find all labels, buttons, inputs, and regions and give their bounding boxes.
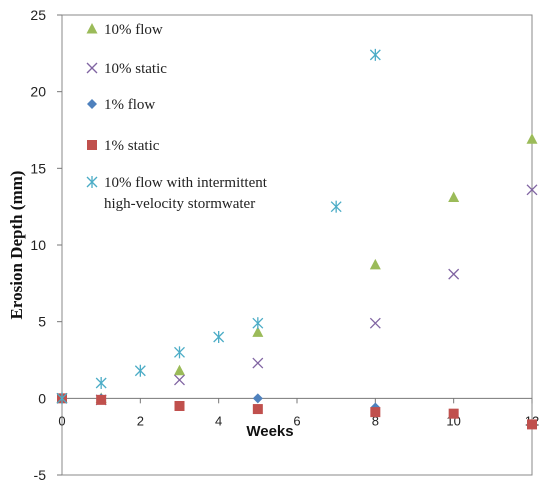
plot-area <box>61 14 533 476</box>
legend-marker-5 <box>86 176 98 188</box>
x-tick-label: 4 <box>215 413 222 428</box>
legend-marker-3 <box>87 99 97 109</box>
y-tick-label: 0 <box>38 390 46 406</box>
data-point-series-5 <box>134 364 146 377</box>
data-point-series-5 <box>252 317 264 330</box>
data-point-series-4 <box>527 419 537 430</box>
data-point-series-1 <box>369 258 381 270</box>
y-axis-label: Erosion Depth (mm) <box>7 171 26 320</box>
data-point-series-5 <box>330 200 342 213</box>
data-point-series-1 <box>526 133 538 144</box>
data-point-series-1 <box>448 191 460 202</box>
data-point-series-4 <box>370 407 381 418</box>
x-tick-label: 6 <box>293 413 300 428</box>
data-point-series-2 <box>252 357 264 369</box>
legend-label-3: 1% flow <box>104 97 155 113</box>
x-axis-label: Weeks <box>246 423 293 440</box>
data-point-series-2 <box>369 317 381 329</box>
y-tick-label: 5 <box>38 314 46 330</box>
data-point-series-5 <box>213 331 225 343</box>
legend-label-2: 10% static <box>104 61 167 77</box>
y-tick-label: 15 <box>30 160 46 176</box>
legend-marker-2 <box>86 62 98 74</box>
data-point-series-2 <box>448 268 460 280</box>
legend-label-5: 10% flow with intermittent <box>104 175 268 191</box>
data-point-series-4 <box>252 404 263 415</box>
legend-marker-4 <box>87 140 97 150</box>
y-tick-label: 25 <box>30 7 46 23</box>
data-point-series-4 <box>174 401 185 411</box>
x-tick-label: 0 <box>58 413 65 428</box>
data-point-series-2 <box>174 374 185 386</box>
data-point-series-1 <box>252 326 264 337</box>
data-point-series-4 <box>96 394 107 405</box>
legend-label-5: high-velocity stormwater <box>104 196 255 212</box>
data-point-series-2 <box>526 184 538 196</box>
data-point-series-5 <box>369 48 381 61</box>
x-tick-label: 8 <box>372 413 379 428</box>
y-tick-label: -5 <box>34 467 47 483</box>
data-point-series-4 <box>448 408 459 419</box>
legend: 10% flow 10% static 1% flow 1% static 10% fl… <box>86 22 268 212</box>
legend-marker-1 <box>86 23 98 34</box>
y-tick-label: 10 <box>30 237 46 253</box>
data-point-series-3 <box>252 393 263 404</box>
data-point-series-5 <box>174 346 185 359</box>
legend-label-4: 1% static <box>104 138 160 154</box>
data-point-series-5 <box>95 377 107 389</box>
x-tick-label: 2 <box>137 413 144 428</box>
data-point-series-5 <box>56 392 68 405</box>
data-point-series-1 <box>174 364 185 376</box>
points-layer <box>56 48 538 430</box>
y-tick-label: 20 <box>30 84 46 100</box>
legend-label-1: 10% flow <box>104 22 163 38</box>
